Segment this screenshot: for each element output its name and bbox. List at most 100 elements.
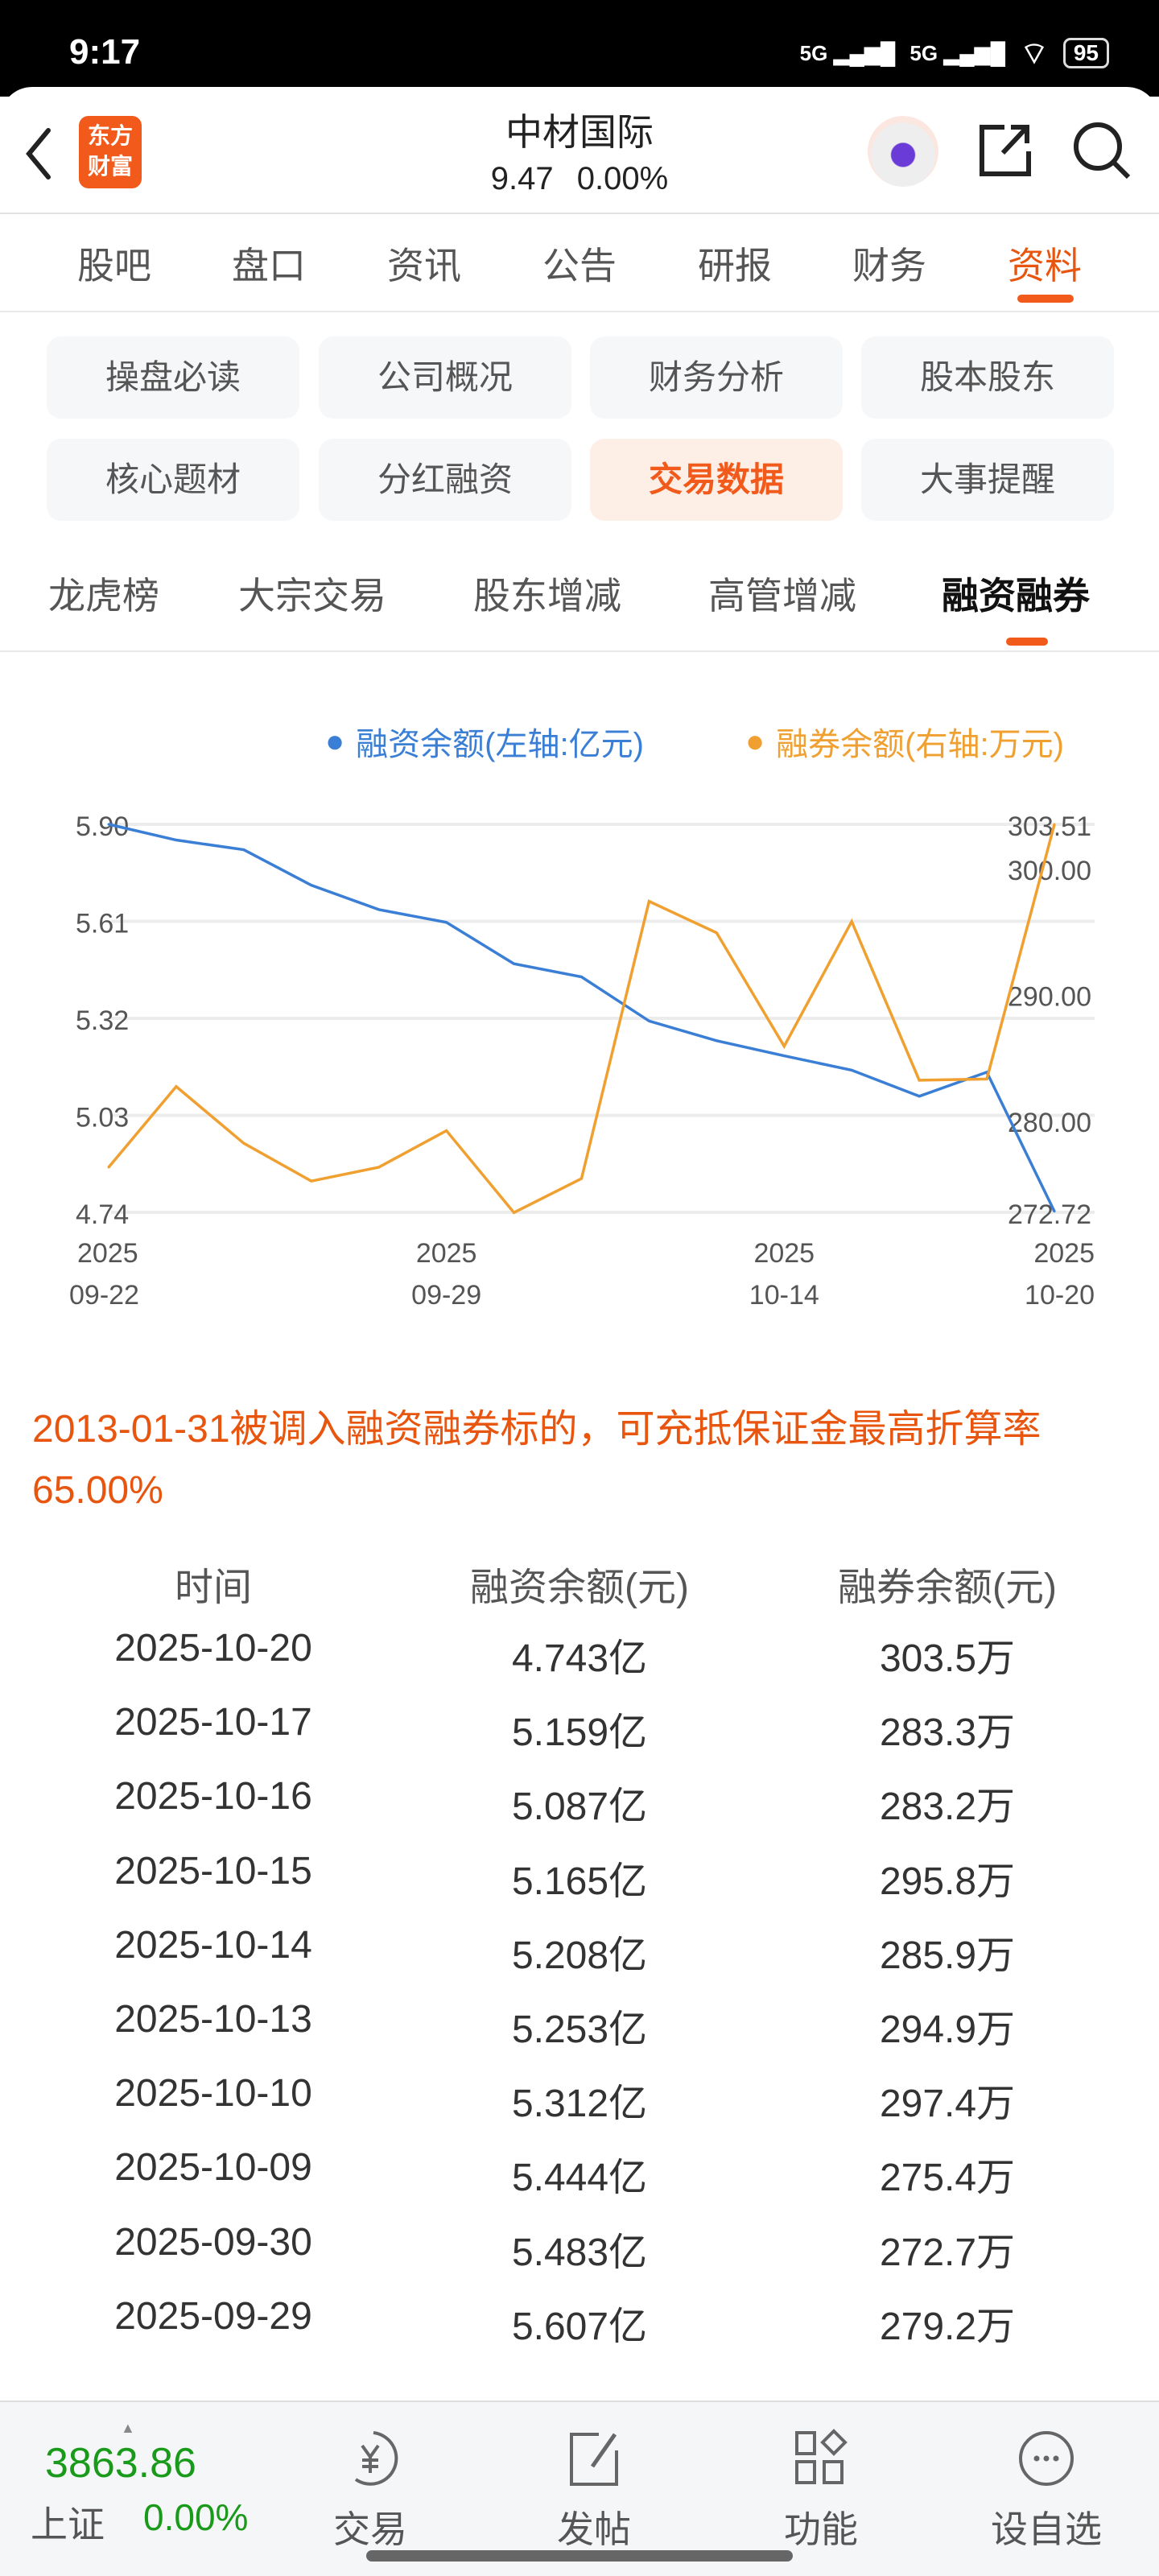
table-header: 融券余额(元) bbox=[838, 1567, 1057, 1609]
data-point bbox=[580, 1177, 583, 1180]
left-axis-tick: 5.90 bbox=[76, 811, 129, 842]
data-point bbox=[107, 823, 110, 826]
nav-label: 发帖 bbox=[557, 2508, 631, 2550]
subtab-exec-changes[interactable]: 高管增减 bbox=[708, 575, 856, 617]
row-date: 2025-10-13 bbox=[114, 1998, 312, 2041]
share-icon[interactable] bbox=[972, 118, 1037, 182]
tab-announcements[interactable]: 公告 bbox=[542, 245, 617, 287]
assistant-avatar[interactable] bbox=[868, 116, 938, 187]
row-date: 2025-09-29 bbox=[114, 2294, 312, 2338]
stock-header: 东方 财富 中材国际 9.47 0.00% bbox=[0, 87, 1159, 214]
stock-price: 9.47 bbox=[490, 161, 554, 196]
subtab-margin-trading[interactable]: 融资融券 bbox=[942, 575, 1090, 617]
tab-guba[interactable]: 股吧 bbox=[77, 245, 151, 287]
active-subtab-indicator bbox=[1006, 638, 1048, 646]
data-point bbox=[985, 1071, 988, 1074]
grid-btn-financial-analysis[interactable]: 财务分析 bbox=[590, 336, 843, 419]
subtab-dragon-tiger[interactable]: 龙虎榜 bbox=[48, 575, 159, 617]
data-point bbox=[107, 1166, 110, 1169]
data-point bbox=[513, 1211, 516, 1214]
nav-functions[interactable]: 功能 bbox=[749, 2426, 893, 2553]
data-point bbox=[782, 1045, 786, 1048]
grid-btn-trading-data[interactable]: 交易数据 bbox=[590, 439, 843, 521]
row-date: 2025-10-10 bbox=[114, 2072, 312, 2116]
data-point bbox=[850, 920, 853, 923]
grid-btn-events[interactable]: 大事提醒 bbox=[861, 439, 1114, 521]
data-point bbox=[242, 1141, 245, 1145]
row-margin-balance: 5.444亿 bbox=[511, 2157, 648, 2200]
nav-post[interactable]: 发帖 bbox=[522, 2426, 666, 2553]
data-point bbox=[377, 1166, 381, 1169]
status-bar: 9:17 5G ▂▄▆█ 5G ▂▄▆█ ⌔ 95 bbox=[0, 0, 1159, 97]
yen-exchange-icon bbox=[354, 2431, 398, 2486]
data-point bbox=[175, 1085, 178, 1088]
subtab-block-trades[interactable]: 大宗交易 bbox=[238, 575, 386, 617]
x-tick-date: 10-14 bbox=[749, 1280, 819, 1311]
network-label: 5G bbox=[799, 40, 828, 65]
tab-research[interactable]: 研报 bbox=[698, 245, 772, 287]
tab-pankou[interactable]: 盘口 bbox=[232, 245, 306, 287]
legend-margin-balance[interactable]: ● 融资余额(左轴:亿元) bbox=[325, 718, 644, 765]
data-point bbox=[850, 1068, 853, 1071]
row-date: 2025-10-09 bbox=[114, 2146, 312, 2190]
data-point bbox=[310, 884, 313, 887]
grid-btn-company-overview[interactable]: 公司概况 bbox=[319, 336, 571, 419]
back-icon[interactable] bbox=[23, 126, 55, 182]
bottom-bar: ▲ 3863.86 上证 0.00% 交易 发帖 功能 设自选 bbox=[0, 2401, 1159, 2576]
nav-add-watchlist[interactable]: 设自选 bbox=[974, 2426, 1119, 2553]
row-date: 2025-10-15 bbox=[114, 1849, 312, 1893]
tab-finance[interactable]: 财务 bbox=[852, 245, 926, 287]
data-point bbox=[918, 1095, 921, 1098]
app-logo[interactable]: 东方 财富 bbox=[79, 116, 142, 188]
search-icon[interactable] bbox=[1069, 118, 1133, 182]
row-margin-balance: 5.208亿 bbox=[511, 1934, 648, 1977]
left-axis-tick: 5.61 bbox=[76, 909, 129, 939]
right-axis-tick: 290.00 bbox=[1008, 981, 1091, 1012]
signal-icon: 5G ▂▄▆█ bbox=[799, 40, 896, 65]
nav-trade[interactable]: 交易 bbox=[298, 2426, 443, 2553]
network-label-2: 5G bbox=[909, 40, 938, 65]
tab-news[interactable]: 资讯 bbox=[387, 245, 461, 287]
active-tab-indicator bbox=[1017, 295, 1074, 303]
x-tick-date: 09-22 bbox=[69, 1280, 139, 1311]
data-point bbox=[647, 1019, 650, 1022]
index-value[interactable]: 3863.86 bbox=[45, 2440, 196, 2487]
left-axis-tick: 5.03 bbox=[76, 1103, 129, 1133]
nav-label: 设自选 bbox=[991, 2508, 1102, 2550]
row-date: 2025-09-30 bbox=[114, 2220, 312, 2264]
stock-price-line: 9.47 0.00% bbox=[0, 161, 1159, 197]
row-margin-balance: 5.312亿 bbox=[511, 2083, 648, 2126]
main-tabs: 股吧 盘口 资讯 公告 研报 财务 资料 bbox=[0, 214, 1159, 312]
home-indicator[interactable] bbox=[366, 2550, 793, 2562]
grid-btn-shareholders[interactable]: 股本股东 bbox=[861, 336, 1114, 419]
x-tick-year: 2025 bbox=[1033, 1238, 1095, 1269]
data-point bbox=[782, 1055, 786, 1058]
row-margin-balance: 5.607亿 bbox=[511, 2305, 648, 2348]
grid-icon bbox=[795, 2429, 848, 2484]
nav-label: 交易 bbox=[333, 2508, 407, 2550]
tab-profile[interactable]: 资料 bbox=[1008, 245, 1082, 287]
edit-icon bbox=[570, 2433, 618, 2486]
row-margin-balance: 5.483亿 bbox=[511, 2231, 648, 2274]
data-point bbox=[310, 1179, 313, 1183]
data-point bbox=[1053, 1210, 1056, 1213]
grid-btn-trading-guide[interactable]: 操盘必读 bbox=[47, 336, 299, 419]
more-icon bbox=[1019, 2431, 1074, 2486]
x-tick-year: 2025 bbox=[77, 1238, 138, 1269]
subtab-holder-changes[interactable]: 股东增减 bbox=[473, 575, 621, 617]
data-point bbox=[445, 1129, 448, 1133]
stock-name: 中材国际 bbox=[505, 111, 654, 153]
grid-btn-core-themes[interactable]: 核心题材 bbox=[47, 439, 299, 521]
row-short-balance: 285.9万 bbox=[879, 1934, 1016, 1977]
row-margin-balance: 4.743亿 bbox=[511, 1637, 648, 1680]
legend-label: 融券余额(右轴:万元) bbox=[776, 727, 1064, 762]
grid-btn-dividends[interactable]: 分红融资 bbox=[319, 439, 571, 521]
table-header: 时间 bbox=[174, 1567, 252, 1609]
legend-short-balance[interactable]: ● 融券余额(右轴:万元) bbox=[745, 718, 1064, 765]
wifi-icon: ⌔ bbox=[1020, 37, 1049, 71]
data-point bbox=[1053, 823, 1056, 826]
row-short-balance: 275.4万 bbox=[879, 2157, 1016, 2200]
right-axis-tick: 272.72 bbox=[1008, 1199, 1091, 1230]
data-point bbox=[918, 1079, 921, 1082]
signal-icon-2: 5G ▂▄▆█ bbox=[909, 40, 1006, 65]
